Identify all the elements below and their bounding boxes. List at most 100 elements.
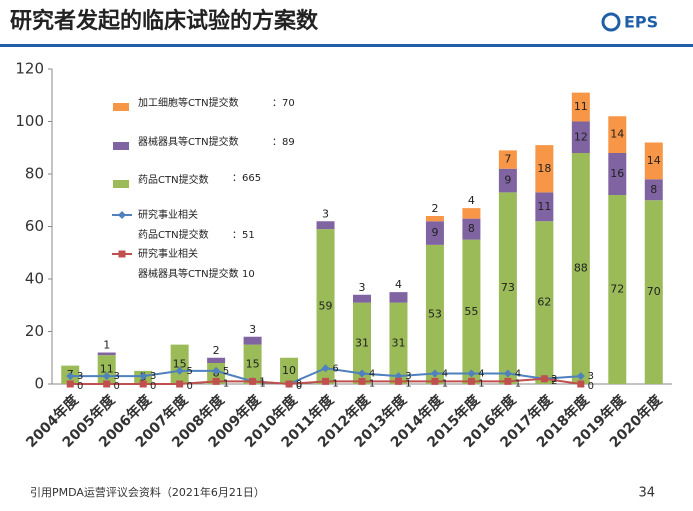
data-label: 4 bbox=[478, 369, 484, 380]
data-label: 15 bbox=[173, 357, 187, 370]
bar-segment bbox=[535, 192, 554, 222]
logo: EPS bbox=[624, 13, 658, 32]
legend-marker bbox=[118, 250, 126, 258]
legend-total: ：10 bbox=[232, 269, 255, 280]
data-label: 31 bbox=[355, 336, 369, 349]
data-label: 5 bbox=[223, 366, 229, 377]
marker bbox=[175, 366, 184, 375]
data-label: 3 bbox=[77, 371, 83, 382]
data-label: 1 bbox=[259, 378, 265, 389]
legend-label: 研究事业相关 bbox=[138, 208, 198, 221]
marker bbox=[467, 369, 476, 378]
data-label: 31 bbox=[391, 336, 405, 349]
marker bbox=[322, 377, 330, 385]
marker bbox=[576, 372, 585, 381]
legend-swatch bbox=[113, 103, 129, 111]
bar-segment bbox=[608, 195, 627, 384]
data-label: 1 bbox=[103, 339, 110, 352]
data-label: 2 bbox=[431, 202, 438, 215]
data-label: 11 bbox=[537, 200, 551, 213]
data-label: 0 bbox=[296, 381, 302, 392]
marker bbox=[103, 380, 111, 388]
legend-total: ：665 bbox=[232, 173, 261, 184]
bar-segment bbox=[243, 336, 262, 345]
marker bbox=[285, 380, 293, 388]
data-label: 1 bbox=[478, 378, 484, 389]
data-label: 16 bbox=[610, 167, 624, 180]
bar-segment bbox=[97, 352, 116, 356]
bar-segment bbox=[389, 302, 408, 384]
data-label: 5 bbox=[186, 366, 192, 377]
marker bbox=[249, 377, 257, 385]
bar-segment bbox=[608, 153, 627, 195]
data-label: 3 bbox=[405, 371, 411, 382]
y-tick-label: 40 bbox=[25, 270, 44, 288]
marker bbox=[321, 364, 330, 373]
data-label: 72 bbox=[610, 283, 624, 296]
y-tick-label: 100 bbox=[15, 112, 44, 130]
marker bbox=[430, 369, 439, 378]
bar-segment bbox=[462, 218, 481, 240]
legend-total: ：89 bbox=[272, 137, 295, 148]
data-label: 10 bbox=[282, 364, 296, 377]
marker bbox=[504, 377, 512, 385]
bar-segment bbox=[207, 357, 226, 363]
legend-marker bbox=[118, 211, 126, 219]
data-label: 0 bbox=[588, 381, 594, 392]
bar-segment bbox=[243, 344, 262, 384]
data-label: 3 bbox=[150, 371, 156, 382]
data-label: 0 bbox=[77, 381, 83, 392]
page-number: 34 bbox=[638, 486, 655, 501]
data-label: 88 bbox=[574, 262, 588, 275]
data-label: 8 bbox=[468, 222, 475, 235]
marker bbox=[431, 377, 439, 385]
data-label: 1 bbox=[223, 378, 229, 389]
legend-total: ：51 bbox=[232, 230, 255, 241]
data-label: 3 bbox=[588, 371, 594, 382]
data-label: 0 bbox=[150, 381, 156, 392]
data-label: 4 bbox=[442, 369, 448, 380]
data-label: 0 bbox=[186, 381, 192, 392]
marker bbox=[467, 377, 475, 385]
legend-label: 器械器具等CTN提交数 bbox=[138, 267, 239, 280]
bar-segment bbox=[535, 145, 554, 193]
bar-segment bbox=[462, 208, 481, 219]
bar-segment bbox=[644, 200, 663, 384]
data-label: 53 bbox=[428, 307, 442, 320]
bar-segment bbox=[498, 150, 517, 169]
data-label: 12 bbox=[574, 130, 588, 143]
bar-segment bbox=[608, 116, 627, 153]
legend-label: 器械器具等CTN提交数 bbox=[138, 135, 239, 148]
data-label: 4 bbox=[515, 369, 521, 380]
marker bbox=[358, 377, 366, 385]
data-label: 4 bbox=[369, 369, 375, 380]
data-label: 14 bbox=[647, 154, 661, 167]
marker bbox=[66, 380, 74, 388]
bar-segment bbox=[280, 357, 299, 384]
marker bbox=[212, 366, 221, 375]
marker bbox=[139, 380, 147, 388]
marker bbox=[139, 372, 148, 381]
data-label: 62 bbox=[537, 296, 551, 309]
data-label: 1 bbox=[442, 378, 448, 389]
marker bbox=[503, 369, 512, 378]
data-label: 9 bbox=[431, 226, 438, 239]
footer-source: 引用PMDA运营评议会资料（2021年6月21日） bbox=[30, 485, 265, 499]
bar-segment bbox=[462, 239, 481, 384]
bar-segment bbox=[571, 92, 590, 122]
data-label: 2 bbox=[213, 344, 220, 357]
title-rule bbox=[0, 44, 693, 47]
marker bbox=[102, 372, 111, 381]
bar-segment bbox=[571, 153, 590, 384]
bar-segment bbox=[644, 142, 663, 180]
y-tick-label: 0 bbox=[34, 375, 44, 393]
data-label: 70 bbox=[647, 285, 661, 298]
data-label: 15 bbox=[246, 357, 260, 370]
data-label: 3 bbox=[322, 207, 329, 220]
bar-segment bbox=[425, 221, 444, 245]
data-label: 73 bbox=[501, 281, 515, 294]
bar-segment bbox=[170, 344, 189, 384]
data-label: 2 bbox=[551, 376, 557, 387]
data-label: 7 bbox=[504, 153, 511, 166]
